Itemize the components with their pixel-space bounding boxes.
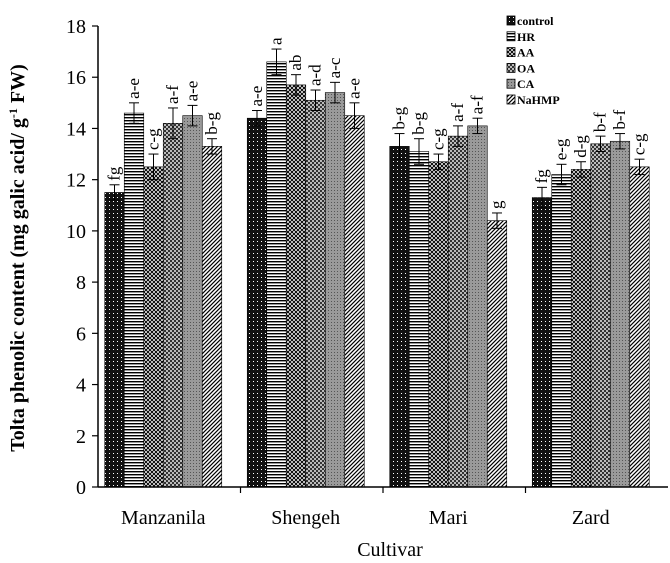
significance-letter: a-e (345, 78, 364, 99)
x-tick-label: Manzanila (121, 507, 206, 529)
significance-letter: g (487, 200, 506, 209)
bar-aa-mari (428, 161, 449, 488)
bar-hr-zard (551, 174, 572, 488)
significance-letter: b-f (610, 109, 629, 129)
significance-letter: a-e (247, 86, 266, 107)
y-tick-label: 4 (76, 375, 86, 397)
legend-swatch-nahmp (506, 94, 516, 105)
bar-ca-manzanila (182, 115, 203, 488)
significance-letter: e-g (552, 138, 571, 160)
bar-hr-manzanila (123, 112, 145, 488)
significance-letter: fg (532, 169, 551, 184)
y-tick-label: 8 (76, 272, 86, 294)
significance-letter: b-g (409, 112, 428, 135)
bar-nahmp-manzanila (201, 146, 223, 488)
y-tick-label: 10 (66, 221, 86, 243)
bar-nahmp-shengeh (344, 115, 365, 488)
legend-label-control: control (517, 14, 554, 28)
legend-swatch-ca (506, 78, 516, 89)
significance-letter: a-f (468, 95, 487, 114)
legend-swatch-oa (506, 63, 516, 73)
bar-ca-shengeh (324, 92, 346, 488)
bar-control-manzanila (104, 192, 125, 488)
bar-nahmp-zard (629, 166, 650, 488)
y-axis-title-main: Tolta phenolic content (mg galic acid/ g (7, 118, 29, 452)
bar-nahmp-mari (486, 220, 508, 488)
legend-label-aa: AA (517, 46, 535, 60)
bar-hr-shengeh (266, 61, 287, 488)
significance-letter: c-g (144, 128, 163, 150)
x-axis-title: Cultivar (357, 539, 423, 561)
significance-letter: b-g (390, 106, 409, 129)
bar-hr-mari (408, 151, 430, 488)
bar-aa-shengeh (285, 84, 307, 488)
significance-letter: fg (105, 166, 124, 181)
y-tick-label: 0 (76, 477, 86, 499)
significance-letter: ab (286, 55, 305, 71)
x-tick-label: Shengeh (271, 507, 340, 529)
x-tick-label: Zard (572, 507, 610, 529)
significance-letter: b-g (202, 112, 221, 135)
legend-swatch-aa (506, 47, 516, 57)
y-tick-label: 18 (66, 16, 86, 38)
significance-letter: c-g (630, 133, 649, 155)
significance-letter: a-f (448, 103, 467, 122)
bar-oa-zard (590, 143, 611, 488)
x-tick-label: Mari (429, 507, 468, 529)
y-axis: 0 2 4 6 8 10 12 14 16 18 (66, 16, 99, 499)
significance-letter: a-e (124, 78, 143, 99)
bar-oa-shengeh (305, 99, 326, 488)
bar-oa-manzanila (162, 123, 184, 488)
x-axis: Manzanila Shengeh Mari Zard (98, 486, 668, 529)
y-axis-title-sup: -1 (6, 108, 20, 118)
y-tick-label: 16 (66, 67, 86, 89)
y-tick-label: 2 (76, 426, 86, 448)
y-axis-title-end: FW) (7, 64, 29, 108)
y-tick-label: 14 (66, 118, 86, 140)
bar-control-shengeh (246, 117, 268, 488)
legend-swatch-control (506, 15, 516, 26)
significance-letter: a-c (325, 57, 344, 78)
legend-label-ca: CA (517, 77, 535, 91)
y-tick-label: 6 (76, 323, 86, 345)
significance-letter: a-e (183, 81, 202, 102)
bar-ca-mari (467, 125, 488, 488)
significance-letter: d-g (571, 135, 590, 158)
bar-ca-zard (609, 140, 631, 488)
y-axis-title: Tolta phenolic content (mg galic acid/ g… (6, 64, 29, 452)
legend-swatch-hr (506, 31, 516, 42)
significance-letter: c-g (429, 128, 448, 150)
legend-label-nahmp: NaHMP (517, 93, 560, 107)
significance-letter: a-d (306, 64, 325, 86)
legend-label-hr: HR (517, 30, 535, 44)
significance-letter: a-f (163, 85, 182, 104)
significance-letter: a (267, 37, 286, 45)
y-tick-label: 12 (66, 170, 86, 192)
bar-oa-mari (447, 135, 469, 488)
legend-label-oa: OA (517, 61, 535, 75)
bar-aa-manzanila (143, 166, 164, 488)
bar-control-mari (389, 146, 410, 488)
bar-aa-zard (570, 169, 592, 488)
bar-control-zard (531, 197, 553, 488)
significance-letter: b-f (591, 112, 610, 132)
